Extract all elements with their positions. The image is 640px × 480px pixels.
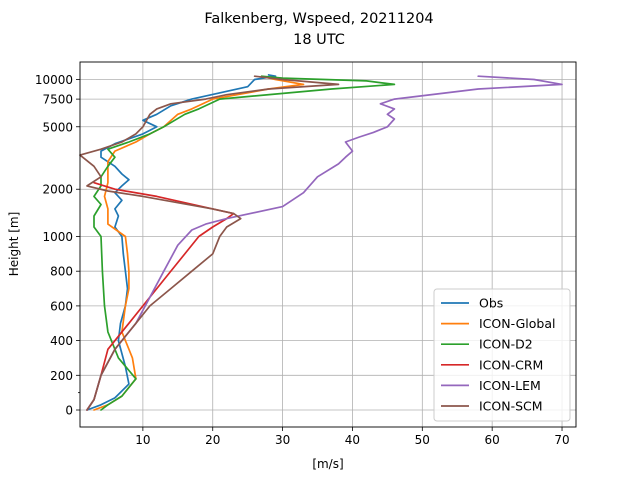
legend-label: ICON-SCM	[479, 399, 543, 414]
chart-title: Falkenberg, Wspeed, 20211204	[204, 11, 433, 27]
y-tick-label: 10000	[35, 73, 73, 87]
series-line-icon-scm	[79, 75, 340, 411]
series-line-icon-d2	[93, 75, 396, 411]
chart-subtitle: 18 UTC	[293, 32, 345, 48]
x-axis-ticks: 10 20 30 40 50 60 70	[135, 427, 570, 447]
y-tick-label: 7500	[42, 93, 73, 107]
legend-label: ICON-D2	[479, 337, 533, 352]
x-axis-label: [m/s]	[312, 457, 343, 471]
x-tick-label: 10	[135, 433, 150, 447]
y-axis-label: Height [m]	[7, 212, 21, 277]
legend-label: Obs	[479, 296, 503, 311]
series-line-icon-crm	[86, 181, 235, 411]
y-tick-label: 2000	[42, 183, 73, 197]
x-tick-label: 60	[485, 433, 500, 447]
series-lines	[79, 74, 563, 411]
y-tick-label: 800	[50, 265, 73, 279]
y-tick-label: 400	[50, 334, 73, 348]
series-line-icon-lem	[86, 75, 563, 411]
y-tick-label: 0	[65, 404, 73, 418]
x-tick-label: 30	[275, 433, 290, 447]
y-tick-label: 200	[50, 369, 73, 383]
plot-frame	[79, 61, 577, 428]
y-tick-label: 5000	[42, 120, 73, 134]
legend-label: ICON-LEM	[479, 378, 541, 393]
x-tick-label: 20	[205, 433, 220, 447]
x-tick-label: 50	[415, 433, 430, 447]
legend-label: ICON-CRM	[479, 357, 543, 372]
y-axis-ticks: 0 200 400 600 800 1000 2000 5000 7500 10000	[35, 73, 80, 418]
legend: Obs ICON-Global ICON-D2 ICON-CRM ICON-LEM ICO…	[433, 288, 571, 422]
y-tick-label: 1000	[42, 230, 73, 244]
x-tick-label: 70	[554, 433, 569, 447]
legend-label: ICON-Global	[479, 316, 555, 331]
series-line-icon-global	[93, 75, 305, 411]
y-tick-label: 600	[50, 299, 73, 313]
x-tick-label: 40	[345, 433, 360, 447]
legend-frame	[433, 288, 571, 422]
